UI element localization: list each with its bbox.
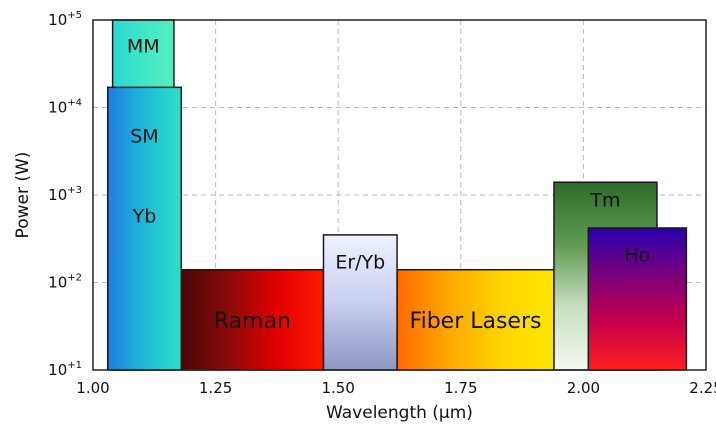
bar-ho	[587, 227, 688, 371]
x-axis-title: Wavelength (µm)	[326, 403, 473, 423]
bars	[106, 19, 688, 371]
bar-label-ho: Ho	[624, 245, 650, 267]
y-tick-label: 10+4	[48, 98, 82, 117]
x-tick-label: 2.25	[689, 379, 716, 397]
bar-label-fiber-lasers: Fiber Lasers	[410, 309, 542, 334]
bar-label-raman: Raman	[214, 309, 291, 334]
y-tick-label: 10+3	[48, 185, 82, 204]
bar-label-yb: Yb	[132, 206, 157, 228]
x-tick-label: 1.50	[321, 379, 354, 397]
y-tick-label: 10+1	[48, 360, 82, 379]
y-axis-title: Power (W)	[13, 152, 33, 239]
plot-frame	[92, 19, 707, 371]
bar-labels: Raman Fiber Lasers MM SM Yb Er/Yb Tm Ho	[127, 36, 650, 335]
y-axis-ticks: 10+1 10+2 10+3 10+4 10+5	[48, 10, 82, 379]
x-tick-label: 1.00	[76, 379, 109, 397]
bar-label-sm: SM	[130, 126, 158, 148]
bar-label-mm: MM	[127, 36, 160, 58]
x-tick-label: 2.00	[567, 379, 600, 397]
x-axis-ticks: 1.00 1.25 1.50 1.75 2.00 2.25	[76, 379, 716, 397]
bar-label-tm: Tm	[589, 190, 620, 212]
y-tick-label: 10+5	[48, 10, 82, 29]
bar-label-er-yb: Er/Yb	[335, 252, 385, 274]
grid	[93, 20, 706, 370]
y-tick-label: 10+2	[48, 273, 82, 292]
x-tick-label: 1.25	[199, 379, 232, 397]
x-tick-label: 1.75	[444, 379, 477, 397]
